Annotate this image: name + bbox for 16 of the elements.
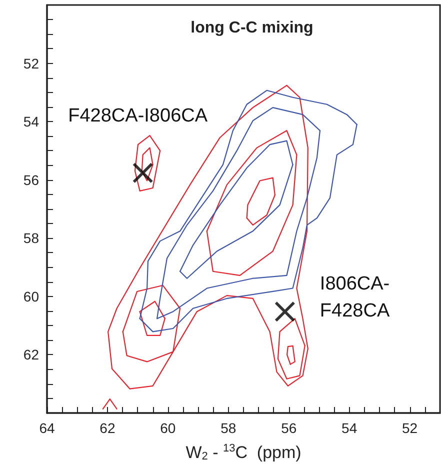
x-tick-label: 54 xyxy=(342,420,358,436)
x-tick-label: 62 xyxy=(100,420,116,436)
y-tick-label: 62 xyxy=(23,346,40,363)
y-tick-label: 52 xyxy=(23,55,40,72)
annotation: I806CA- F428CA xyxy=(320,274,390,322)
x-tick-label: 58 xyxy=(220,420,236,436)
y-tick-label: 60 xyxy=(23,288,40,304)
text: long C-C mixing xyxy=(190,20,314,36)
x-tick-label: 60 xyxy=(160,420,176,436)
annotation: F428CA-I806CA xyxy=(68,105,208,126)
x-tick-label: 56 xyxy=(281,420,297,436)
y-tick-label: 58 xyxy=(23,230,40,246)
x-tick-label: 52 xyxy=(402,420,418,436)
y-tick-label: 54 xyxy=(23,114,40,130)
y-tick-label: 56 xyxy=(23,172,40,188)
x-tick-label: 64 xyxy=(39,420,55,436)
